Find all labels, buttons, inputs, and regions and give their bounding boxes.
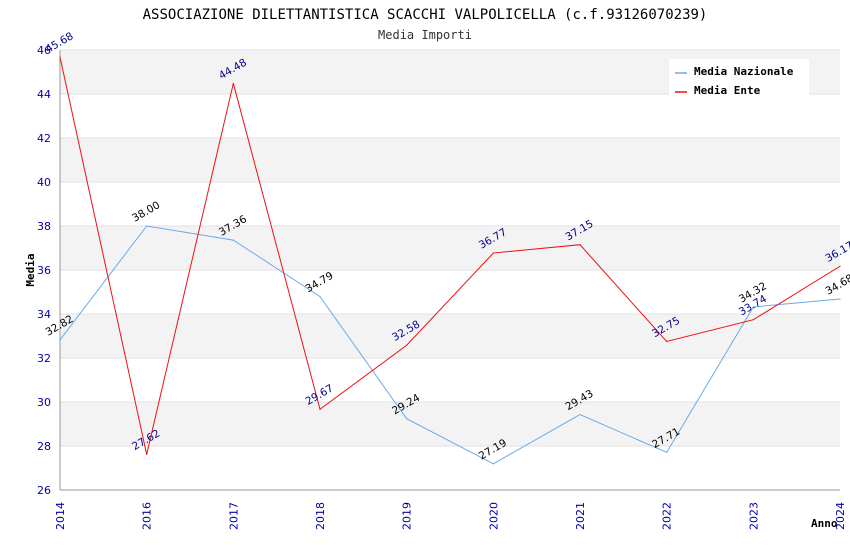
- y-tick-label: 36: [37, 264, 51, 277]
- x-tick-label: 2022: [661, 502, 674, 530]
- x-tick-label: 2024: [834, 502, 847, 530]
- series-lines: [59, 56, 841, 465]
- data-point: [492, 463, 494, 465]
- x-tick-label: 2019: [401, 502, 414, 530]
- data-point: [839, 298, 841, 300]
- data-point: [492, 252, 494, 254]
- y-tick-label: 32: [37, 352, 51, 365]
- data-point: [319, 296, 321, 298]
- data-label: 34.68: [824, 272, 850, 297]
- chart-title: ASSOCIAZIONE DILETTANTISTICA SCACCHI VAL…: [143, 7, 708, 23]
- y-tick-label: 34: [37, 308, 51, 321]
- y-tick-label: 46: [37, 44, 51, 57]
- legend: Media Nazionale Media Ente: [669, 59, 809, 97]
- data-point: [752, 306, 754, 308]
- data-point: [319, 408, 321, 410]
- data-point: [752, 319, 754, 321]
- legend-box: [669, 59, 809, 96]
- y-tick-label: 42: [37, 132, 51, 145]
- data-label: 38.00: [130, 199, 162, 224]
- data-point: [839, 265, 841, 267]
- data-point: [406, 344, 408, 346]
- data-point: [59, 56, 61, 58]
- legend-label-media-ente: Media Ente: [694, 84, 761, 97]
- grid-band: [60, 314, 840, 358]
- y-tick-label: 44: [37, 88, 51, 101]
- y-tick-label: 28: [37, 440, 51, 453]
- series-line-media-nazionale: [59, 225, 841, 465]
- y-tick-label: 38: [37, 220, 51, 233]
- data-point: [59, 339, 61, 341]
- data-point: [146, 453, 148, 455]
- data-point: [666, 340, 668, 343]
- grid-band: [60, 402, 840, 446]
- data-point: [406, 418, 408, 420]
- data-point: [232, 82, 234, 85]
- data-point: [232, 239, 234, 241]
- x-tick-label: 2023: [747, 502, 760, 530]
- data-label: 34.79: [304, 270, 336, 295]
- x-tick-label: 2017: [227, 502, 240, 530]
- x-tick-label: 2021: [574, 502, 587, 530]
- x-tick-label: 2018: [314, 502, 327, 530]
- y-tick-label: 26: [37, 484, 51, 497]
- data-point: [146, 225, 148, 227]
- x-axis-label: Anno: [811, 517, 838, 530]
- y-tick-label: 30: [37, 396, 51, 409]
- data-point: [579, 413, 581, 416]
- y-tick-labels: 26 28 30 32 34 36 38 40 42 44 46: [37, 44, 51, 497]
- x-tick-label: 2020: [487, 502, 500, 530]
- x-tick-label: 2014: [54, 502, 67, 530]
- x-tick-label: 2016: [141, 502, 154, 530]
- grid-band: [60, 138, 840, 182]
- grid-band: [60, 226, 840, 270]
- data-point: [666, 451, 668, 453]
- y-tick-label: 40: [37, 176, 51, 189]
- y-axis-label: Media: [24, 253, 37, 286]
- chart-subtitle: Media Importi: [378, 28, 472, 42]
- data-point: [579, 244, 581, 246]
- legend-label-media-nazionale: Media Nazionale: [694, 65, 794, 78]
- x-tick-labels: 2014 2016 2017 2018 2019 2020 2021 2022 2023 2024: [54, 502, 847, 530]
- grid-bands: [60, 50, 840, 446]
- series-line-media-ente: [59, 56, 841, 455]
